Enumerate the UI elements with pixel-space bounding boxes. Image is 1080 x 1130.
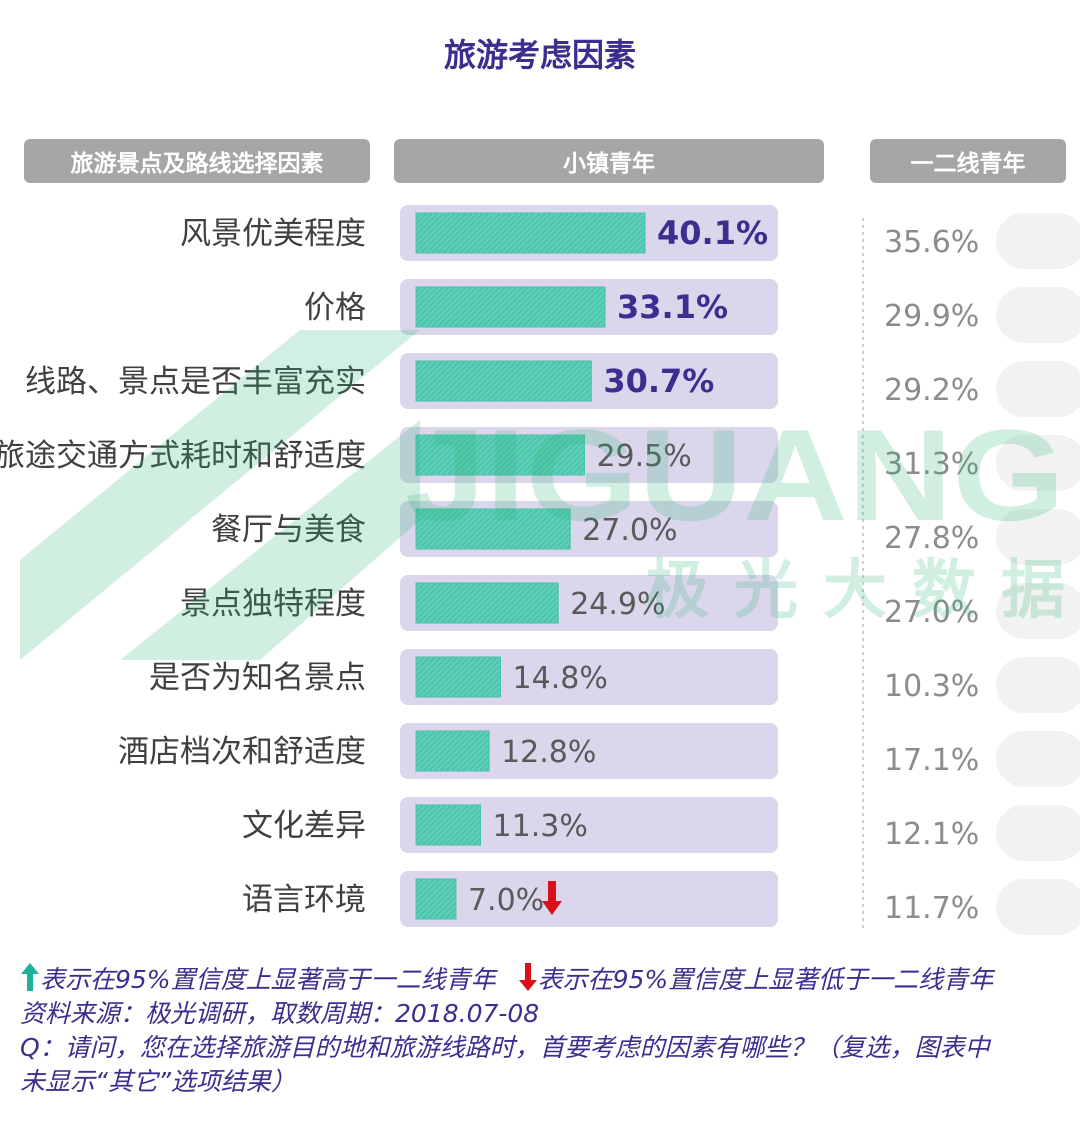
question-note-1: Q：请问，您在选择旅游目的地和旅游线路时，首要考虑的因素有哪些？（复选，图表中	[20, 1033, 990, 1062]
comparison-pill	[996, 879, 1080, 935]
bar-track	[400, 723, 778, 779]
bar	[415, 804, 482, 846]
category-label: 酒店档次和舒适度	[118, 734, 366, 770]
value-label: 24.9%	[570, 587, 665, 622]
chart-row: 餐厅与美食 27.0% 27.8%	[211, 501, 1080, 565]
comparison-pill	[996, 287, 1080, 343]
comparison-pill	[996, 509, 1080, 565]
comparison-pill	[996, 213, 1080, 269]
comparison-pill	[996, 657, 1080, 713]
bar	[415, 508, 571, 550]
comparison-value: 35.6%	[884, 225, 979, 260]
category-label: 语言环境	[242, 882, 366, 918]
bar-track	[400, 871, 778, 927]
value-label: 27.0%	[582, 513, 677, 548]
category-label: 旅途交通方式耗时和舒适度	[0, 438, 366, 474]
significance-legend: 表示在95%置信度上显著高于一二线青年 表示在95%置信度上显著低于一二线青年	[20, 962, 1070, 997]
comparison-value: 11.7%	[884, 891, 979, 926]
value-label: 12.8%	[501, 735, 596, 770]
chart-row: 是否为知名景点 14.8% 10.3%	[149, 649, 1080, 713]
bar	[415, 286, 606, 328]
bar	[415, 434, 585, 476]
category-label: 文化差异	[242, 808, 366, 844]
comparison-value: 27.0%	[884, 595, 979, 630]
bar-track	[400, 797, 778, 853]
chart-row: 文化差异 11.3% 12.1%	[242, 797, 1080, 861]
comparison-value: 31.3%	[884, 447, 979, 482]
down-arrow-icon	[518, 963, 537, 991]
up-legend-text: 表示在95%置信度上显著高于一二线青年	[40, 965, 496, 994]
question-note-2: 未显示“其它”选项结果）	[20, 1067, 296, 1096]
comparison-value: 27.8%	[884, 521, 979, 556]
header-series-b: 一二线青年	[870, 139, 1066, 183]
comparison-value: 10.3%	[884, 669, 979, 704]
comparison-pill	[996, 805, 1080, 861]
chart-row: 价格 33.1% 29.9%	[304, 279, 1080, 343]
up-arrow-icon	[21, 963, 39, 991]
down-legend-text: 表示在95%置信度上显著低于一二线青年	[537, 965, 994, 994]
category-label: 是否为知名景点	[149, 660, 366, 696]
bar	[415, 878, 457, 920]
value-label: 40.1%	[657, 214, 768, 252]
chart-row: 语言环境 7.0% 11.7%	[242, 871, 1080, 935]
comparison-value: 12.1%	[884, 817, 979, 852]
chart-row: 景点独特程度 24.9% 27.0%	[180, 575, 1080, 639]
chart-title: 旅游考虑因素	[443, 36, 636, 74]
source-note: 资料来源：极光调研，取数周期：2018.07-08	[20, 999, 540, 1028]
bar	[415, 730, 490, 772]
bar	[415, 656, 502, 698]
down-arrow-icon	[541, 881, 562, 915]
comparison-value: 29.2%	[884, 373, 979, 408]
comparison-pill	[996, 731, 1080, 787]
bar	[415, 212, 646, 254]
value-label: 30.7%	[603, 362, 714, 400]
value-label: 11.3%	[493, 809, 588, 844]
chart-row: 线路、景点是否丰富充实 30.7% 29.2%	[25, 353, 1080, 417]
value-label: 7.0%	[468, 883, 544, 918]
comparison-pill	[996, 435, 1080, 491]
category-label: 线路、景点是否丰富充实	[25, 364, 366, 400]
header-category: 旅游景点及路线选择因素	[24, 139, 370, 183]
value-label: 14.8%	[513, 661, 608, 696]
chart-row: 旅途交通方式耗时和舒适度 29.5% 31.3%	[0, 427, 1080, 491]
comparison-pill	[996, 361, 1080, 417]
chart-row: 酒店档次和舒适度 12.8% 17.1%	[118, 723, 1080, 787]
comparison-pill	[996, 583, 1080, 639]
header-series-a: 小镇青年	[394, 139, 824, 183]
bar	[415, 360, 592, 402]
comparison-value: 17.1%	[884, 743, 979, 778]
bar	[415, 582, 559, 624]
comparison-value: 29.9%	[884, 299, 979, 334]
value-label: 33.1%	[617, 288, 728, 326]
category-label: 餐厅与美食	[211, 512, 366, 548]
category-label: 风景优美程度	[180, 216, 366, 252]
value-label: 29.5%	[596, 439, 691, 474]
chart-row: 风景优美程度 40.1% 35.6%	[180, 205, 1080, 269]
notes: 表示在95%置信度上显著高于一二线青年 表示在95%置信度上显著低于一二线青年 资…	[20, 962, 1070, 1099]
category-label: 价格	[304, 290, 366, 326]
category-label: 景点独特程度	[180, 586, 366, 622]
